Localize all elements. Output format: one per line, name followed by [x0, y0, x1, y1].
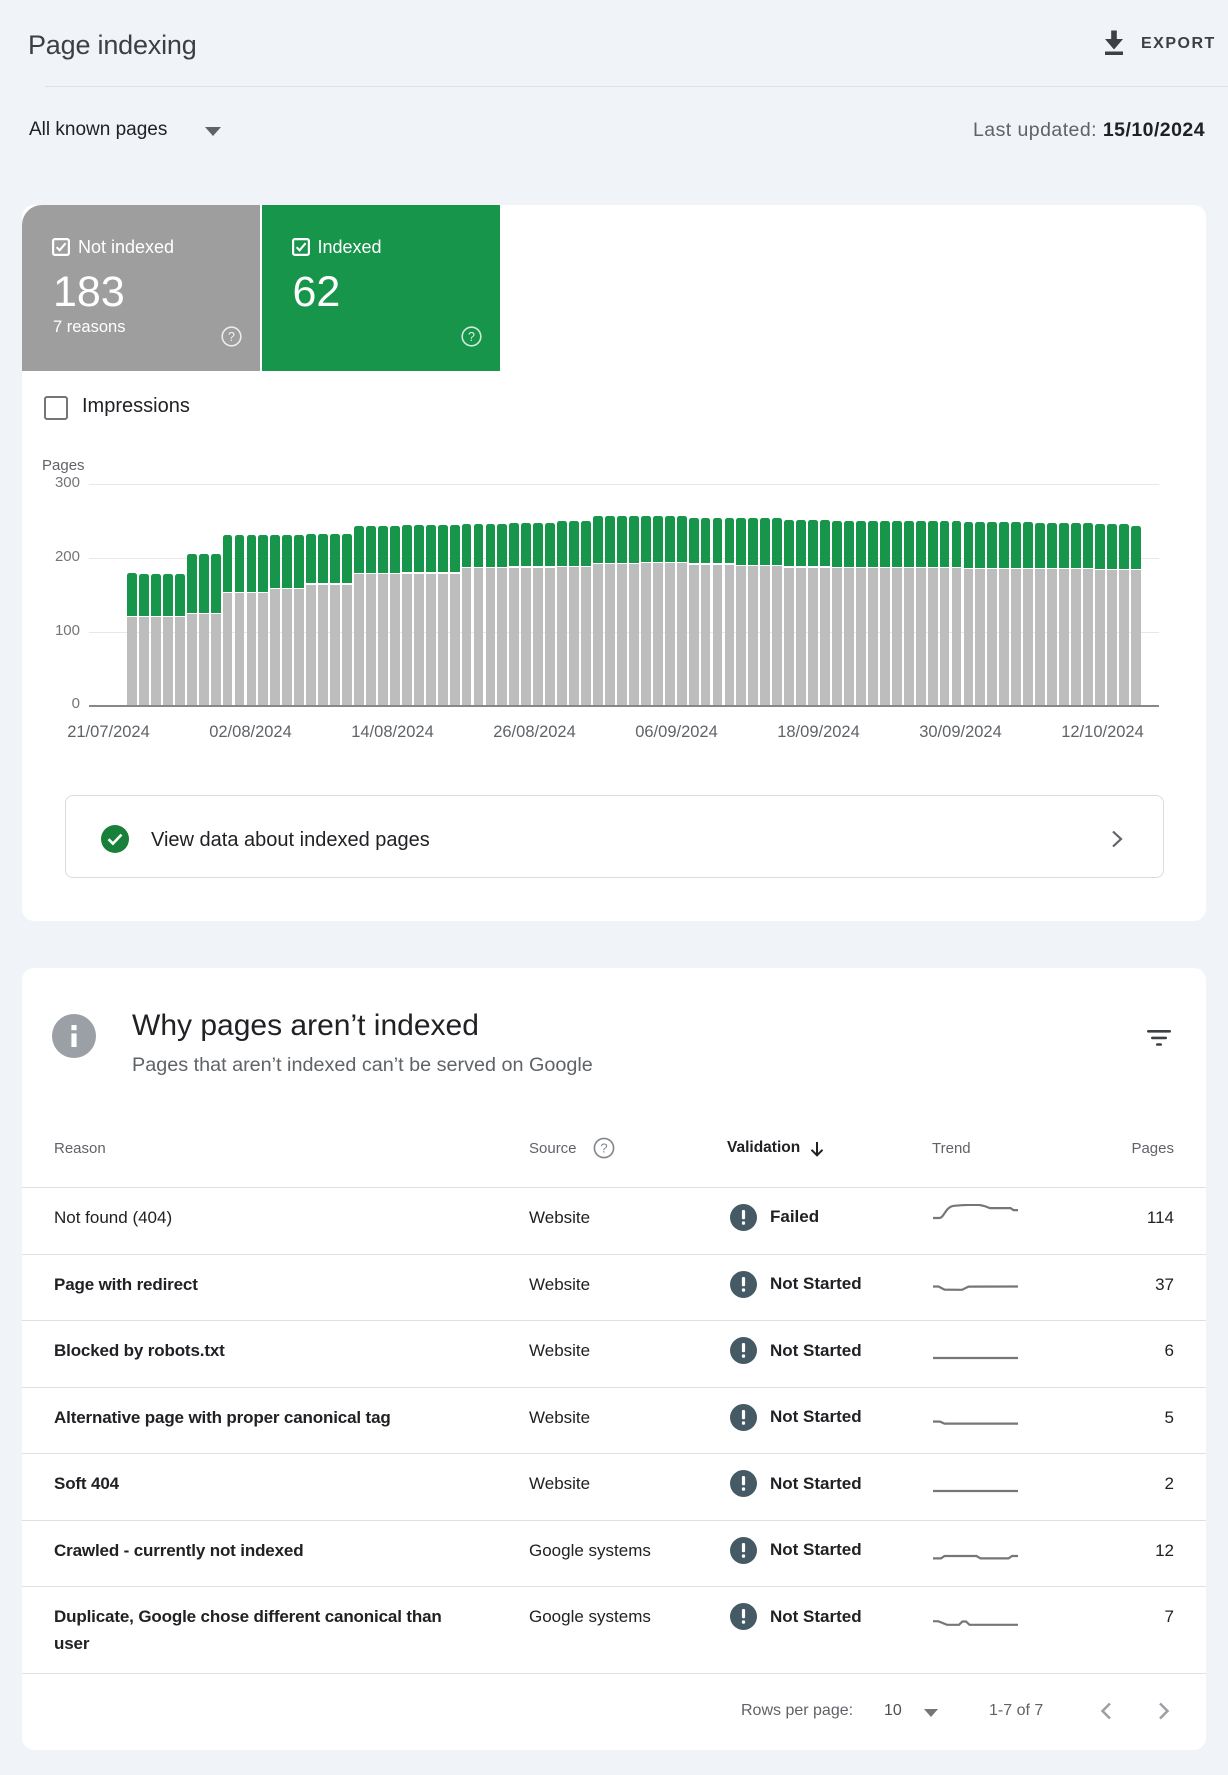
svg-text:?: ? [468, 330, 475, 344]
svg-text:?: ? [600, 1141, 607, 1156]
svg-text:?: ? [228, 330, 235, 344]
